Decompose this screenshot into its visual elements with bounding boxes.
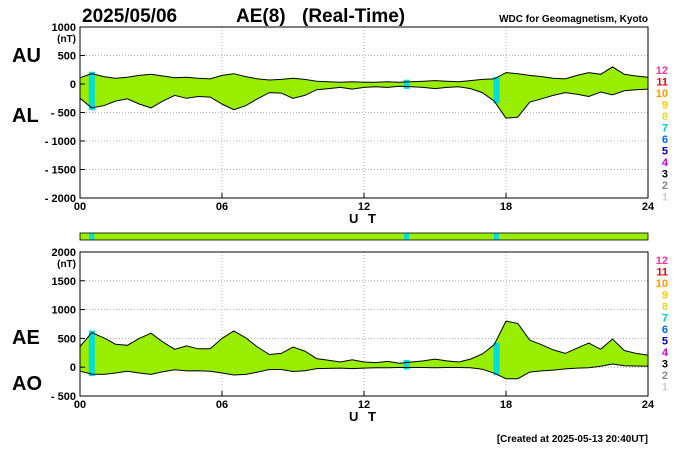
chart-index-name: AE(8)	[236, 6, 286, 27]
x-tick-label: 24	[642, 399, 655, 411]
y-tick-label: 1000	[52, 22, 76, 34]
station-count-label: 5	[662, 146, 668, 158]
ae-ao-filled-band	[80, 321, 648, 379]
x-tick-label: 00	[74, 399, 86, 411]
station-count-label: 9	[662, 100, 668, 112]
x-tick-label: 18	[500, 399, 512, 411]
al-label: AL	[12, 105, 39, 127]
coverage-gap-mark	[89, 233, 95, 240]
created-timestamp: [Created at 2025-05-13 20:40UT]	[497, 434, 648, 445]
al-series-line	[79, 85, 649, 119]
x-tick-label: 18	[500, 201, 512, 213]
ae-label: AE	[12, 327, 40, 349]
station-count-label: 1	[662, 382, 668, 394]
data-gap-bar	[88, 71, 95, 110]
ae-ao-x-axis-label: U T	[349, 409, 379, 424]
station-count-label: 3	[662, 169, 668, 181]
au-label: AU	[12, 45, 41, 67]
ae-series-line	[79, 320, 649, 364]
y-tick-label: - 500	[51, 108, 76, 120]
station-count-label: 4	[662, 347, 669, 359]
y-tick-label: - 1000	[45, 136, 76, 148]
x-tick-label: 12	[358, 399, 370, 411]
data-gap-bar	[403, 360, 410, 370]
station-count-label: 11	[656, 77, 668, 89]
au-al-unit-label: (nT)	[57, 34, 76, 45]
ae-ao-grid	[79, 251, 649, 397]
station-count-label: 2	[662, 180, 668, 192]
x-tick-label: 06	[216, 399, 228, 411]
chart-mode: (Real-Time)	[302, 6, 405, 27]
data-gap-bar	[493, 342, 500, 376]
y-tick-label: 1000	[52, 305, 76, 317]
ae-ao-unit-label: (nT)	[57, 259, 76, 270]
x-tick-label: 00	[74, 201, 86, 213]
data-gap-bar	[88, 330, 95, 377]
station-count-label: 9	[662, 290, 668, 302]
y-tick-label: 0	[70, 362, 76, 374]
station-count-label: 2	[662, 370, 668, 382]
ae-ao-data-gaps	[88, 330, 500, 377]
ae-ao-y-axis: 2000 1500 1000 500 0 - 500	[51, 247, 85, 403]
station-count-label: 6	[662, 134, 668, 146]
x-tick-label: 06	[216, 201, 228, 213]
station-count-label: 11	[656, 267, 668, 279]
ao-label: AO	[12, 373, 42, 395]
y-tick-label: 500	[58, 333, 76, 345]
station-count-label: 6	[662, 324, 668, 336]
y-tick-label: 0	[70, 79, 76, 91]
au-al-x-axis-label: U T	[349, 211, 379, 226]
y-tick-label: 1500	[52, 276, 76, 288]
station-count-label: 8	[662, 301, 668, 313]
coverage-strip-bar	[79, 232, 649, 241]
station-count-label: 12	[656, 255, 668, 267]
au-al-filled-band	[80, 66, 648, 119]
station-count-label: 4	[662, 157, 669, 169]
x-tick-label: 12	[358, 201, 370, 213]
au-series-line	[79, 66, 649, 83]
y-tick-label: - 2000	[45, 193, 76, 205]
x-tick-label: 24	[642, 201, 655, 213]
data-gap-bar	[403, 79, 410, 89]
au-al-x-axis: 00 06 12 18 24	[74, 193, 655, 213]
data-gap-bar	[493, 76, 500, 104]
y-tick-label: 2000	[52, 247, 76, 259]
coverage-gap-mark	[494, 233, 500, 240]
station-count-label: 8	[662, 111, 668, 123]
y-tick-label: - 1500	[45, 165, 76, 177]
station-count-label: 3	[662, 359, 668, 371]
station-count-label: 7	[662, 123, 668, 135]
ae-ao-x-axis: 00 06 12 18 24	[74, 391, 655, 411]
y-tick-label: - 500	[51, 391, 76, 403]
au-al-grid	[79, 26, 649, 199]
station-count-label: 10	[656, 88, 668, 100]
data-source: WDC for Geomagnetism, Kyoto	[499, 14, 648, 25]
au-al-y-axis: 1000 500 0 - 500 - 1000 - 1500 - 2000	[45, 22, 85, 205]
au-al-plot-frame	[79, 26, 649, 199]
ao-series-line	[79, 363, 649, 380]
station-count-label: 10	[656, 278, 668, 290]
station-count-label: 5	[662, 336, 668, 348]
data-coverage-strip	[79, 232, 649, 241]
y-tick-label: 500	[58, 51, 76, 63]
station-count-label: 1	[662, 192, 668, 204]
chart-date: 2025/05/06	[82, 6, 177, 27]
station-count-label: 12	[656, 65, 668, 77]
au-al-data-gaps	[88, 71, 500, 110]
station-count-label: 7	[662, 313, 668, 325]
coverage-gap-mark	[404, 233, 410, 240]
